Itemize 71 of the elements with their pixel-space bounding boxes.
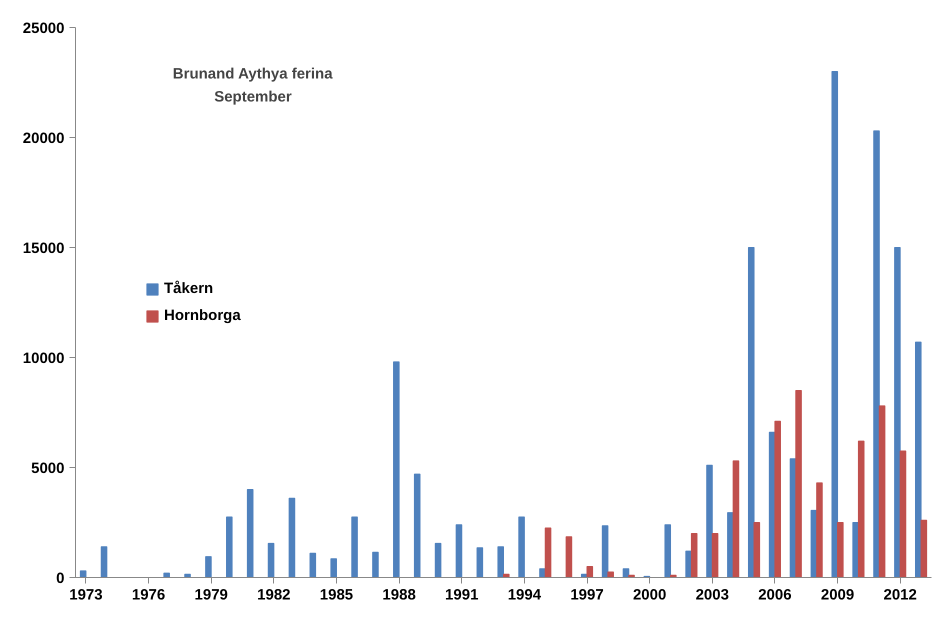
bar (518, 516, 525, 578)
x-tick-label: 2003 (696, 586, 729, 604)
bar (602, 525, 608, 578)
x-tick-label: 2000 (632, 586, 666, 604)
bar (622, 568, 630, 578)
bar (795, 390, 802, 578)
bar (434, 542, 442, 578)
text: September (214, 88, 292, 106)
x-tick-label: 2012 (884, 586, 917, 604)
bar (732, 460, 740, 578)
y-tick-label: 20000 (22, 130, 65, 147)
bar (80, 570, 86, 578)
bar (288, 498, 296, 578)
bar (310, 552, 316, 578)
x-tick-label: 2006 (758, 586, 792, 604)
bar (920, 520, 928, 578)
bar (774, 420, 781, 578)
bar (873, 130, 880, 578)
bar (837, 522, 844, 578)
bar (900, 450, 906, 578)
y-tick-label: 25000 (22, 20, 65, 37)
bar (503, 574, 510, 578)
x-tick-label: 1988 (382, 586, 416, 604)
bar (831, 71, 838, 578)
bar (456, 524, 462, 578)
bar (690, 533, 698, 578)
y-tick-label: 15000 (22, 240, 65, 257)
bar (607, 572, 614, 578)
bar (205, 556, 212, 578)
bar (246, 489, 254, 578)
bar (878, 405, 886, 578)
y-tick-label: 0 (56, 570, 64, 587)
bar (163, 572, 170, 578)
bar (476, 547, 484, 578)
bar (393, 361, 400, 578)
bar (748, 247, 755, 578)
x-tick-label: 1982 (257, 586, 291, 604)
bar (586, 566, 594, 578)
bar (664, 524, 672, 578)
bar (712, 533, 718, 578)
x-tick-label: 1985 (320, 586, 354, 604)
y-tick-label: 10000 (22, 350, 65, 367)
bar (414, 474, 420, 578)
bar (544, 528, 552, 578)
x-tick-label: 1976 (132, 586, 166, 604)
bar (914, 342, 922, 578)
x-tick-label: 1973 (69, 586, 103, 604)
bar (858, 440, 864, 578)
bar (706, 464, 713, 578)
x-tick-label: 1994 (508, 586, 542, 604)
legend-label: Hornborga (164, 307, 241, 324)
bar (566, 536, 572, 578)
bar (790, 458, 796, 578)
bar (268, 542, 274, 578)
y-tick-label: 5000 (31, 460, 65, 477)
bar (372, 552, 379, 578)
legend-label: Tåkern (164, 280, 214, 297)
bar (816, 482, 823, 578)
x-tick-label: 1997 (570, 586, 604, 604)
x-tick-label: 1979 (194, 586, 228, 604)
x-tick-label: 2009 (820, 586, 854, 604)
bar (100, 546, 108, 578)
bar (754, 522, 760, 578)
text: Brunand Aythya ferina (172, 66, 334, 82)
x-tick-label: 1991 (445, 586, 478, 604)
bar (184, 574, 191, 578)
bar (497, 546, 504, 578)
bar (226, 516, 233, 578)
bar (351, 516, 358, 578)
bar (894, 247, 901, 578)
bar (330, 558, 337, 578)
